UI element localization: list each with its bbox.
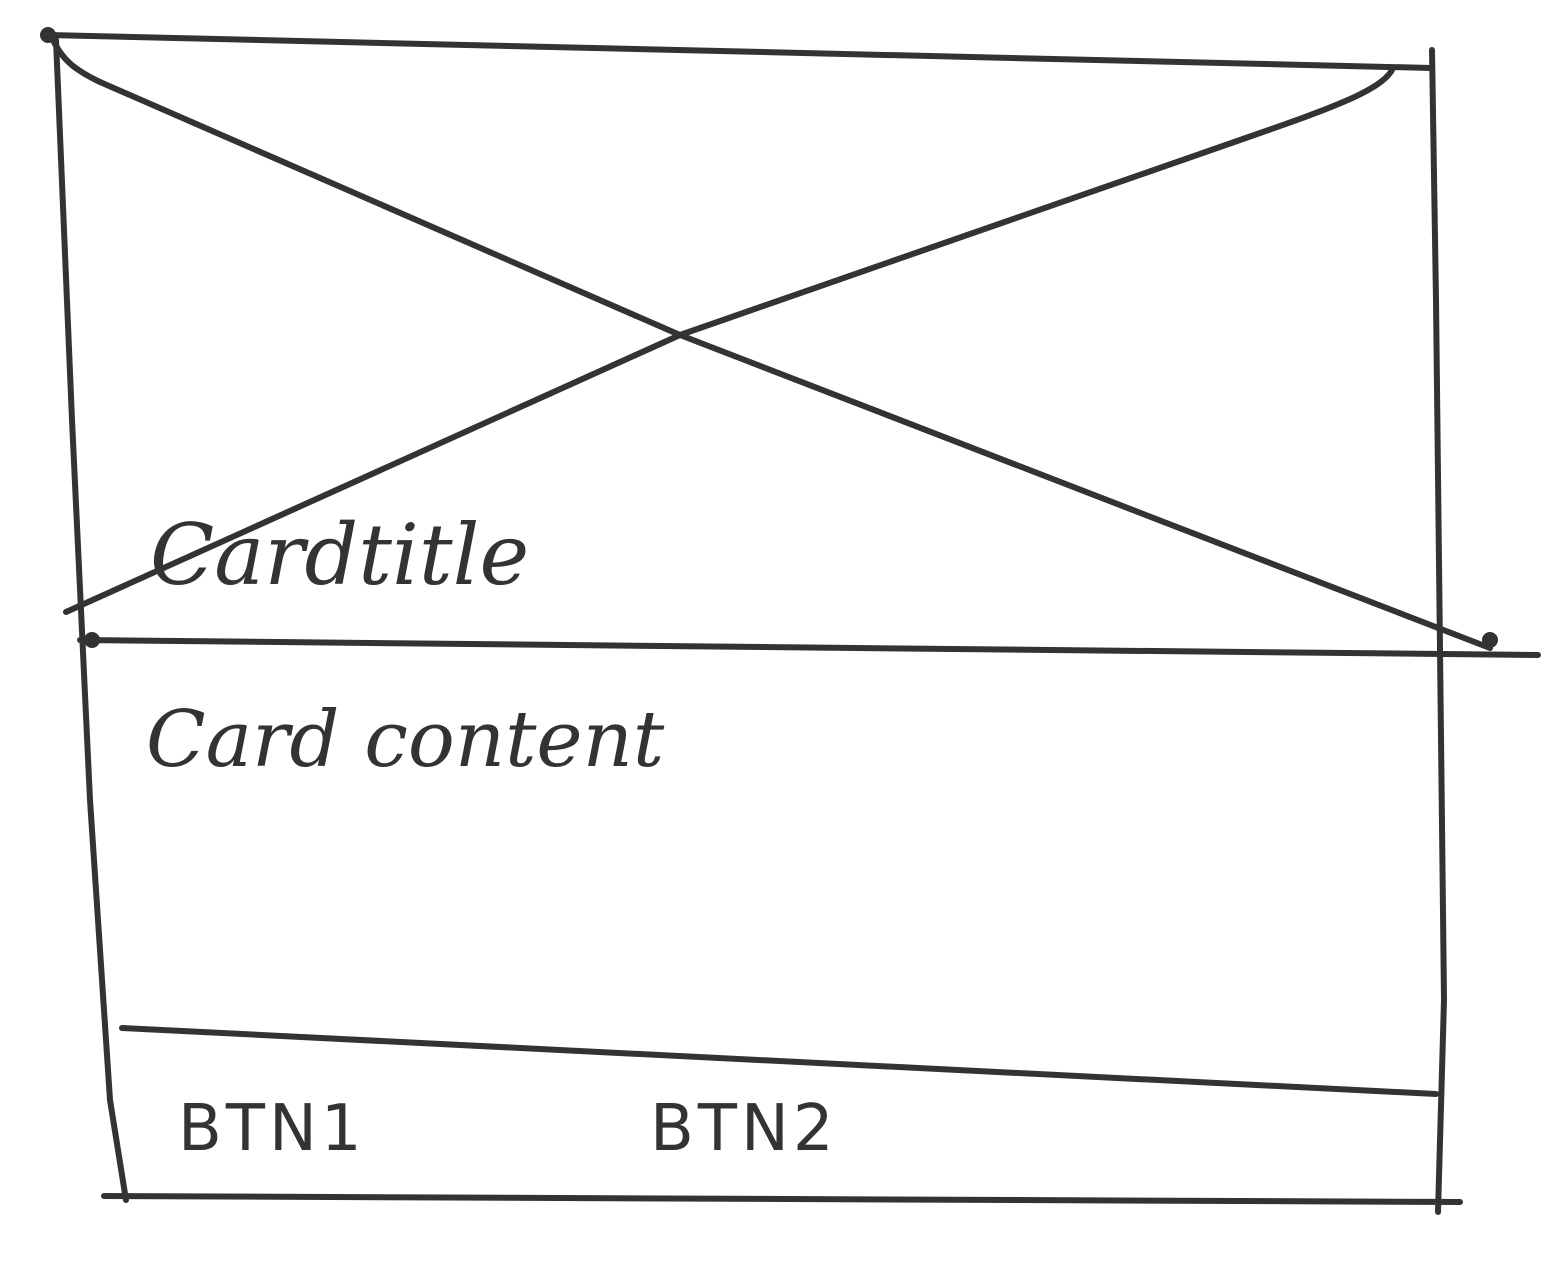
card-frame-right-edge <box>1429 47 1447 1215</box>
corner-dot <box>40 27 56 43</box>
card-frame-bottom-edge <box>101 1193 1463 1205</box>
corner-dot <box>1482 632 1498 648</box>
card-content: Card content <box>146 695 665 785</box>
image-placeholder-cross-line <box>63 67 1395 615</box>
actions-divider <box>119 1025 1439 1097</box>
btn1-button[interactable]: BTN1 <box>178 1092 366 1166</box>
title-divider <box>77 637 1541 658</box>
card-frame-top-edge <box>45 32 1435 71</box>
image-placeholder-cross-line <box>49 35 1493 651</box>
image-placeholder <box>40 27 1498 651</box>
btn2-button[interactable]: BTN2 <box>650 1092 838 1166</box>
card-title: Cardtitle <box>150 506 529 604</box>
divider-dot <box>84 632 100 648</box>
card-frame-left-edge <box>53 37 129 1203</box>
card-frame <box>45 32 1463 1215</box>
